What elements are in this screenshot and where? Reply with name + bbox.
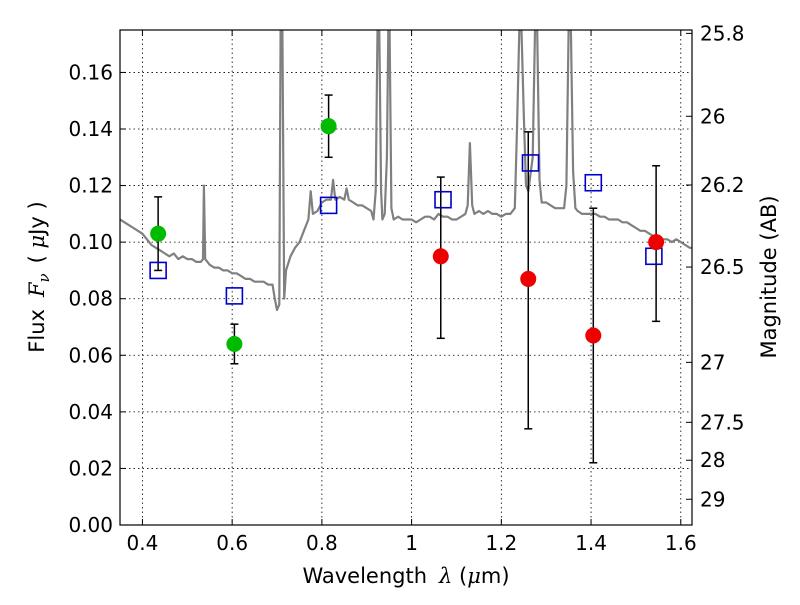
y2-tick-label: 27 (700, 350, 725, 374)
model-photometry-marker (521, 154, 540, 172)
x-tick-label: 1.4 (575, 531, 607, 555)
y-tick-label: 0.06 (68, 343, 113, 367)
x-tick-label: 0.8 (306, 531, 338, 555)
x-tick-label: 1 (405, 531, 418, 555)
observed-flux-point (520, 270, 537, 287)
model-photometry-marker (149, 261, 167, 280)
observed-flux-point (226, 335, 243, 352)
y-tick-label: 0.10 (68, 230, 113, 254)
marker-layer (149, 118, 665, 352)
y-tick-label: 0.00 (68, 513, 113, 537)
y2-axis-label: Magnitude (AB) (757, 195, 781, 358)
y2-tick-label: 26.5 (700, 255, 745, 279)
observed-flux-point (150, 225, 167, 242)
y-tick-label: 0.12 (68, 174, 113, 198)
y2-tick-label: 29 (700, 487, 725, 511)
y-tick-label: 0.14 (68, 117, 113, 141)
observed-flux-point (648, 234, 665, 251)
grid (120, 30, 692, 526)
y2-tick-label: 27.5 (700, 410, 745, 434)
ticks: 0.4 0.6 0.8 1 1.2 1.4 1.6 0.00 0.02 0.04 0.06 0.08 0… (68, 21, 744, 555)
y2-tick-label: 26 (700, 104, 725, 128)
y-tick-label: 0.04 (68, 400, 113, 424)
y-tick-label: 0.08 (68, 287, 113, 311)
x-tick-label: 0.4 (127, 531, 159, 555)
observed-flux-point (432, 248, 449, 265)
model-photometry-marker (225, 287, 244, 305)
spectrum-layer (120, 30, 692, 312)
spectrum-line (120, 30, 692, 312)
y-tick-label: 0.16 (68, 60, 113, 84)
x-axis-label: Wavelength λ (μm) (302, 564, 509, 588)
observed-flux-point (320, 118, 337, 135)
y2-tick-label: 26.2 (700, 173, 745, 197)
model-photometry-marker (434, 190, 452, 209)
x-tick-label: 1.6 (665, 531, 697, 555)
model-photometry-marker (645, 247, 663, 266)
observed-flux-point (585, 327, 602, 344)
x-tick-label: 1.2 (485, 531, 517, 555)
errorbar-layer (154, 94, 661, 464)
model-photometry-marker (319, 196, 338, 215)
y2-tick-label: 25.8 (700, 21, 745, 45)
y2-tick-label: 28 (700, 448, 725, 472)
model-photometry-marker (584, 173, 603, 192)
x-tick-label: 0.6 (216, 531, 248, 555)
y-axis-label: FluxFν( μJy ) (25, 201, 53, 352)
y-tick-label: 0.02 (68, 456, 113, 480)
plot-frame (119, 29, 693, 526)
